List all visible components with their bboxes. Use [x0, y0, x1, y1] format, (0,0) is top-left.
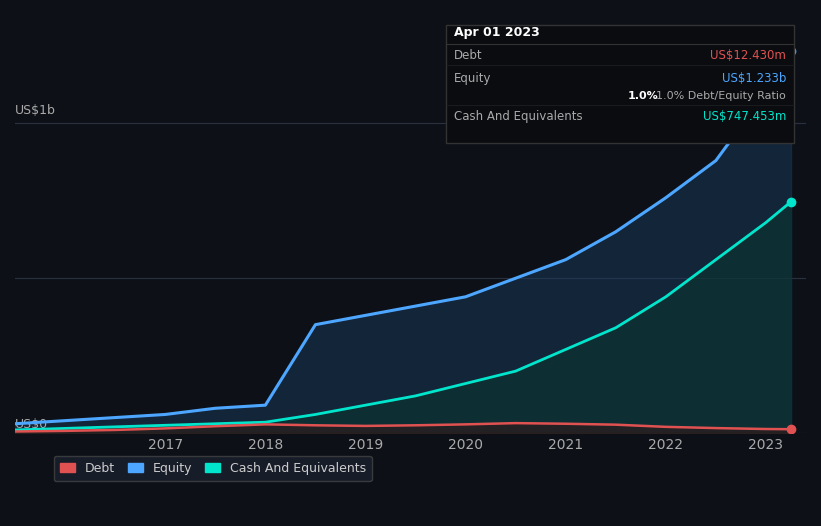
- Text: Apr 01 2023: Apr 01 2023: [454, 26, 539, 39]
- Legend: Debt, Equity, Cash And Equivalents: Debt, Equity, Cash And Equivalents: [53, 456, 372, 481]
- Text: US$1.233b: US$1.233b: [722, 72, 787, 85]
- Text: US$747.453m: US$747.453m: [703, 109, 787, 123]
- Text: 1.0% Debt/Equity Ratio: 1.0% Debt/Equity Ratio: [657, 90, 787, 100]
- Text: US$1b: US$1b: [15, 104, 56, 117]
- Text: 1.0%: 1.0%: [627, 90, 658, 100]
- Text: Debt: Debt: [454, 49, 483, 62]
- Text: US$12.430m: US$12.430m: [710, 49, 787, 62]
- Text: Equity: Equity: [454, 72, 492, 85]
- Text: US$0: US$0: [15, 419, 48, 431]
- FancyBboxPatch shape: [446, 25, 794, 143]
- Text: Cash And Equivalents: Cash And Equivalents: [454, 109, 583, 123]
